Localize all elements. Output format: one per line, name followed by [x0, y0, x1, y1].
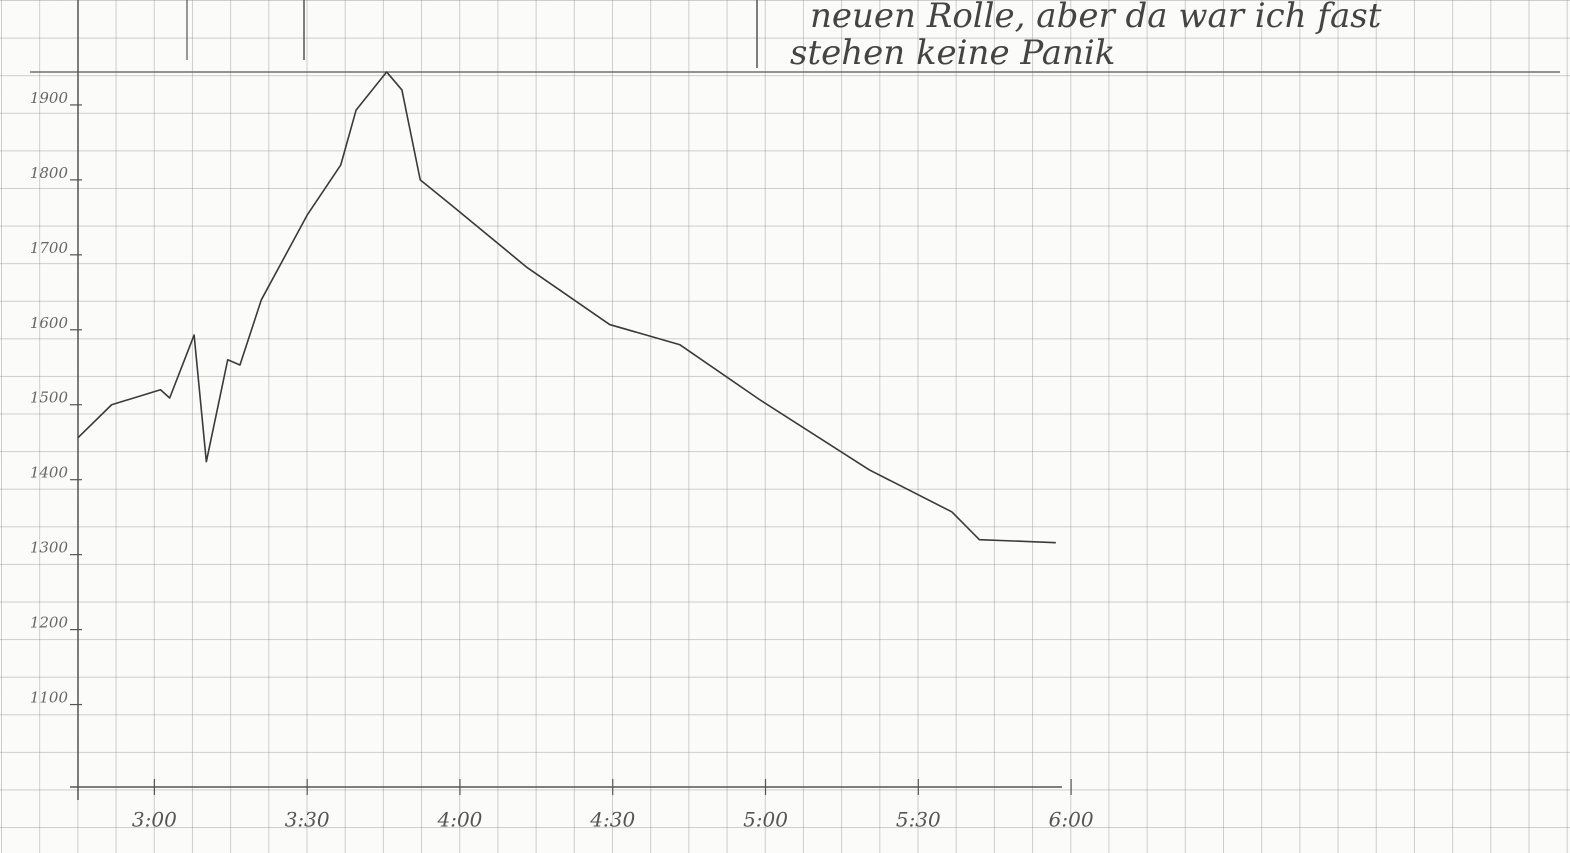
- annotation: neuen Rolle, aber da war ich fast: [810, 0, 1382, 36]
- x-tick-label: 4:00: [436, 808, 482, 832]
- x-tick-label: 3:30: [285, 808, 330, 832]
- x-tick-label: 3:00: [132, 808, 177, 832]
- y-tick-label: 1400: [30, 464, 69, 482]
- annotation: stehen keine Panik: [790, 33, 1115, 73]
- data-line: [77, 71, 1056, 544]
- x-tick-label: 5:30: [896, 808, 941, 832]
- y-tick-label: 1600: [30, 314, 69, 332]
- y-tick-label: 1800: [30, 164, 69, 182]
- x-tick-label: 5:00: [743, 808, 788, 832]
- y-tick-label: 1500: [30, 389, 69, 407]
- y-tick-label: 1900: [30, 89, 69, 107]
- y-tick-label: 1100: [30, 689, 69, 707]
- y-tick-label: 1300: [30, 539, 69, 557]
- x-tick-label: 6:00: [1049, 808, 1094, 832]
- y-tick-label: 1200: [30, 614, 69, 632]
- x-tick-label: 4:30: [589, 808, 635, 832]
- y-tick-label: 1700: [30, 239, 69, 257]
